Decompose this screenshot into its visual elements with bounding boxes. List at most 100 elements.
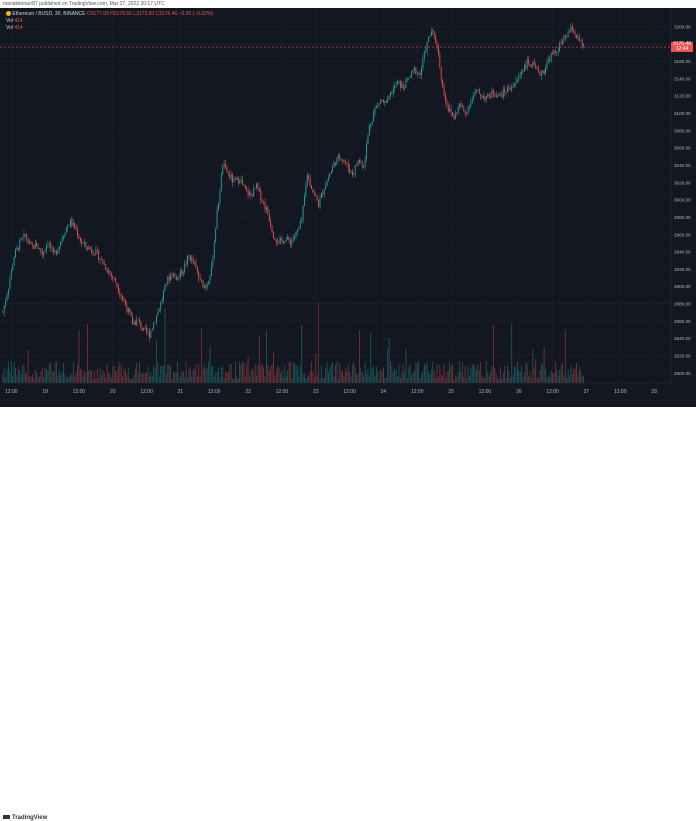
volume-bar xyxy=(423,363,425,383)
volume-bar xyxy=(333,376,335,383)
volume-bar xyxy=(48,363,50,383)
candle-body xyxy=(491,90,493,98)
volume-bar xyxy=(454,375,456,383)
candle-body xyxy=(34,242,36,249)
volume-bar xyxy=(432,361,434,383)
chart-legend: Ethereum / BUSD, 30, BINANCE O3177.09 H3… xyxy=(6,11,213,32)
candle-body xyxy=(171,275,173,277)
candle-body xyxy=(456,112,458,114)
x-tick-label: 20 xyxy=(110,389,116,395)
candle-body xyxy=(77,229,78,237)
candle-body xyxy=(457,106,459,114)
candle-body xyxy=(167,276,169,284)
volume-bar xyxy=(163,365,164,383)
volume-bar xyxy=(53,371,55,383)
volume-label-2[interactable]: Vol xyxy=(6,25,13,31)
candle-body xyxy=(82,243,84,244)
volume-bar xyxy=(499,366,501,383)
volume-bar xyxy=(191,376,193,383)
candle-body xyxy=(562,40,563,44)
volume-bar xyxy=(306,376,308,383)
volume-label-1[interactable]: Vol xyxy=(6,18,13,24)
volume-bar xyxy=(285,375,287,383)
volume-bar xyxy=(490,372,492,383)
candle-body xyxy=(404,88,406,89)
volume-bar xyxy=(181,371,183,383)
volume-bar xyxy=(26,373,28,383)
candle-body xyxy=(287,236,289,240)
volume-bar xyxy=(86,323,88,383)
symbol-label[interactable]: Ethereum / BUSD, 30, BINANCE xyxy=(12,11,86,17)
volume-bar xyxy=(250,370,252,383)
volume-bar xyxy=(140,373,142,383)
volume-bar xyxy=(416,363,418,383)
candle-body xyxy=(191,258,193,261)
volume-bar xyxy=(449,361,451,383)
candle-body xyxy=(367,135,369,145)
candle-body xyxy=(402,83,404,89)
candle-body xyxy=(70,218,71,226)
candle-body xyxy=(309,177,311,186)
volume-bar xyxy=(405,348,407,383)
x-tick-label: 19 xyxy=(42,389,48,395)
x-tick-label: 25 xyxy=(448,389,454,395)
candle-body xyxy=(320,193,322,198)
candle-body xyxy=(535,64,537,68)
time-axis[interactable]: 12:00 19 12:00 20 12:00 21 12:00 22 12:00 23 12:00… xyxy=(0,382,671,395)
candle-body xyxy=(39,248,40,249)
volume-bar xyxy=(126,374,128,383)
candle-body xyxy=(415,67,417,75)
volume-bar xyxy=(583,376,585,383)
candle-body xyxy=(450,108,452,113)
candle-body xyxy=(337,155,339,158)
volume-bar xyxy=(550,369,552,383)
tradingview-logo-icon xyxy=(3,815,10,820)
volume-bar xyxy=(64,374,66,383)
y-tick-label: 2800.00 xyxy=(674,371,691,376)
candle-body xyxy=(328,177,329,181)
candle-body xyxy=(543,70,545,74)
candle-body xyxy=(401,83,403,88)
candle-body xyxy=(477,89,479,90)
candle-body xyxy=(502,88,504,98)
candles xyxy=(2,23,585,342)
volume-bar xyxy=(392,371,394,383)
y-tick-label: 3000.00 xyxy=(674,198,691,203)
candle-body xyxy=(378,103,380,104)
candle-body xyxy=(143,327,145,331)
price-axis[interactable]: 2800.00 2820.00 2840.00 2860.00 2880.00 2900.… xyxy=(670,8,696,407)
volume-bar xyxy=(342,371,343,383)
volume-bar xyxy=(13,362,15,383)
candlestick-chart[interactable]: 2800.00 2820.00 2840.00 2860.00 2880.00 2900.… xyxy=(0,8,696,407)
candle-body xyxy=(373,113,374,122)
candle-body xyxy=(419,72,421,76)
volume-bar xyxy=(313,376,315,383)
candle-body xyxy=(560,43,562,44)
candle-body xyxy=(313,192,315,194)
volume-bar xyxy=(320,365,322,383)
candle-body xyxy=(105,264,107,270)
candle-body xyxy=(288,236,290,241)
volume-bar xyxy=(470,368,472,383)
volume-bar xyxy=(20,374,22,383)
candle-body xyxy=(501,94,503,98)
y-tick-label: 3100.00 xyxy=(674,111,691,116)
candle-body xyxy=(421,68,422,76)
candle-body xyxy=(129,308,131,313)
candle-body xyxy=(540,73,542,76)
volume-bar xyxy=(75,372,77,383)
chart-area[interactable]: 2800.00 2820.00 2840.00 2860.00 2880.00 2900.… xyxy=(0,8,696,407)
candle-body xyxy=(394,85,396,89)
tradingview-logo[interactable]: TradingView xyxy=(3,815,47,821)
candle-body xyxy=(364,158,366,168)
candle-body xyxy=(103,263,105,265)
volume-bar xyxy=(37,376,39,383)
candle-body xyxy=(418,72,420,74)
volume-bar xyxy=(521,364,523,383)
volume-bar xyxy=(277,365,279,383)
volume-bar xyxy=(177,361,179,383)
volume-bar xyxy=(532,348,534,383)
volume-bar xyxy=(275,369,277,383)
volume-bar xyxy=(298,376,300,383)
candle-body xyxy=(533,61,535,65)
